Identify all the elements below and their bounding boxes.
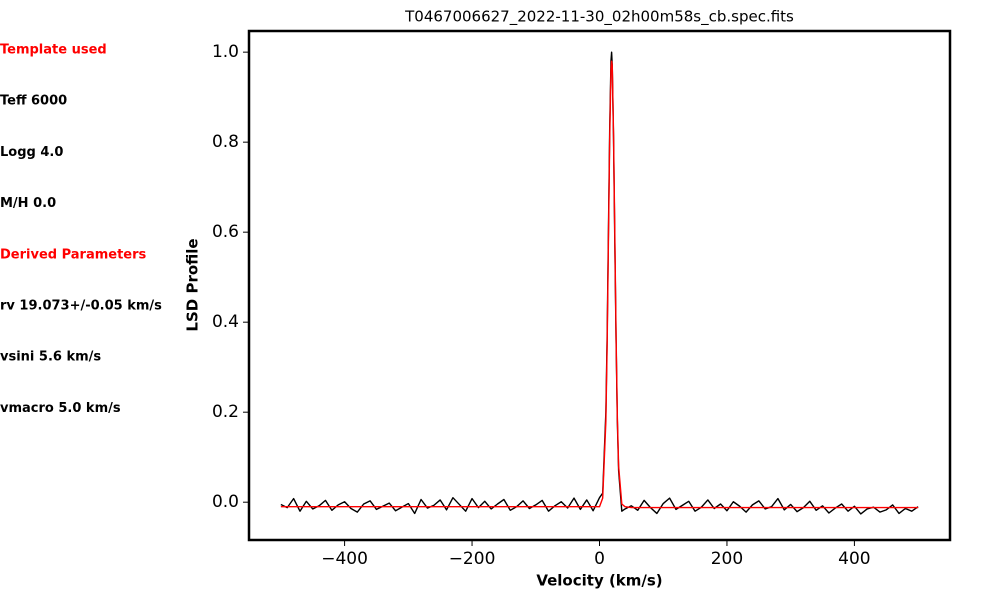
data-line <box>280 60 919 509</box>
x-tick-label: 200 <box>711 549 743 569</box>
sidebar-text: Logg 4.0 <box>0 145 63 160</box>
x-tick-label: 0 <box>594 549 605 569</box>
y-tick-label: 0.6 <box>212 222 239 242</box>
y-axis-label: LSD Profile <box>184 238 202 331</box>
sidebar-text: Template used <box>0 43 107 58</box>
sidebar-text: Teff 6000 <box>0 94 67 109</box>
y-tick-label: 0.4 <box>212 312 239 332</box>
sidebar-text: rv 19.073+/-0.05 km/s <box>0 299 162 314</box>
sidebar-text: vsini 5.6 km/s <box>0 350 101 365</box>
x-tick-label: −400 <box>321 549 368 569</box>
sidebar-text: Derived Parameters <box>0 247 147 262</box>
x-tick-label: 400 <box>838 549 870 569</box>
y-tick-label: 0.0 <box>212 492 239 512</box>
x-tick-label: −200 <box>449 549 496 569</box>
sidebar-text: M/H 0.0 <box>0 196 56 211</box>
sidebar-text: vmacro 5.0 km/s <box>0 401 121 416</box>
y-tick-label: 0.8 <box>212 132 239 152</box>
chart-title: T0467006627_2022-11-30_02h00m58s_cb.spec… <box>404 8 794 27</box>
y-tick-label: 0.2 <box>212 402 239 422</box>
x-axis-label: Velocity (km/s) <box>536 572 662 590</box>
y-tick-label: 1.0 <box>212 42 239 62</box>
plot-frame <box>247 29 952 542</box>
data-line <box>280 51 919 515</box>
